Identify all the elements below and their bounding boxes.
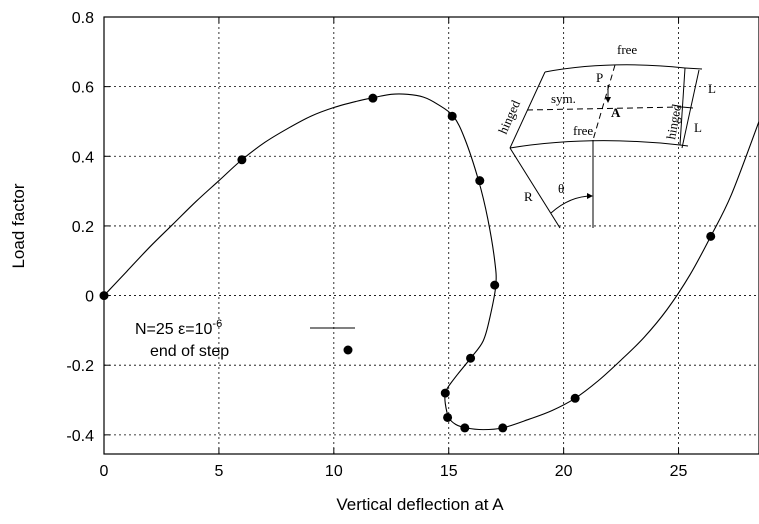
- inset-dimension-tick-mid: [681, 106, 694, 109]
- inset-label-length-lower: L: [694, 120, 702, 135]
- inset-label-hinged-left: hinged: [495, 97, 523, 136]
- y-axis-title: Load factor: [9, 183, 28, 268]
- inset-bottom-edge: [509, 140, 681, 149]
- grid-lines: [103, 16, 759, 454]
- x-tick-label: 0: [100, 463, 109, 480]
- inset-sym-vertical: [592, 64, 616, 141]
- inset-radius-line: [509, 147, 561, 229]
- end-of-step-marker: [443, 412, 453, 422]
- end-of-step-marker: [447, 111, 457, 121]
- end-of-step-marker: [460, 423, 470, 433]
- end-of-step-marker: [475, 176, 485, 186]
- inset-dimension-tick-top: [684, 67, 703, 70]
- x-tick-label: 5: [214, 463, 223, 480]
- end-of-step-marker: [570, 393, 580, 403]
- y-tick-label: 0.2: [72, 219, 94, 236]
- y-tick-label: -0.2: [66, 358, 94, 375]
- legend-exponent: -6: [212, 318, 222, 330]
- inset-dimension-tick-bottom: [679, 144, 689, 147]
- inset-label-point-a: A: [611, 105, 621, 120]
- y-tick-label: 0.8: [72, 10, 94, 27]
- inset-label-free-top: free: [617, 42, 637, 57]
- x-tick-label: 20: [555, 463, 573, 480]
- legend: N=25 ε=10-6 end of step: [135, 318, 355, 360]
- end-of-step-marker: [440, 388, 450, 398]
- y-tick-label: 0: [85, 289, 94, 306]
- legend-line-label: N=25 ε=10-6: [135, 318, 222, 338]
- legend-marker-label: end of step: [150, 343, 229, 360]
- plot-frame: [103, 16, 759, 455]
- end-of-step-marker: [466, 353, 476, 363]
- end-of-step-marker: [706, 231, 716, 241]
- series-layer: [99, 93, 759, 433]
- end-of-step-marker: [237, 155, 247, 165]
- inset-label-free-bottom: free: [573, 123, 593, 138]
- y-tick-label: 0.4: [72, 149, 94, 166]
- end-of-step-marker: [490, 280, 500, 290]
- end-of-step-marker: [368, 93, 378, 103]
- inset-top-edge: [544, 64, 686, 73]
- end-of-step-marker: [498, 423, 508, 433]
- inset-label-sym: sym.: [551, 91, 576, 106]
- inset-dimension-line: [681, 69, 700, 149]
- series-line-n25: [104, 93, 759, 431]
- inset-diagram: free free hinged hinged P sym. A L L R θ: [495, 42, 716, 229]
- tick-labels: 0 5 10 15 20 25 -0.4 -0.2 0 0.2 0.4 0.6 0.8: [66, 10, 687, 480]
- x-tick-label: 25: [670, 463, 688, 480]
- x-tick-label: 10: [325, 463, 343, 480]
- inset-load-arrowhead: [605, 97, 611, 103]
- inset-angle-arrowhead: [587, 193, 593, 199]
- inset-sym-line: [526, 106, 683, 111]
- y-tick-label: 0.6: [72, 80, 94, 97]
- inset-label-radius: R: [524, 189, 533, 204]
- inset-label-load: P: [596, 70, 603, 85]
- inset-label-length-upper: L: [708, 81, 716, 96]
- inset-label-hinged-right: hinged: [663, 103, 684, 141]
- legend-marker-sample: [343, 345, 353, 355]
- x-tick-label: 15: [440, 463, 458, 480]
- inset-right-edge: [679, 67, 686, 146]
- inset-label-angle: θ: [558, 181, 564, 196]
- x-axis-title: Vertical deflection at A: [336, 495, 504, 514]
- y-tick-label: -0.4: [66, 428, 94, 445]
- inset-angle-arc: [550, 195, 593, 214]
